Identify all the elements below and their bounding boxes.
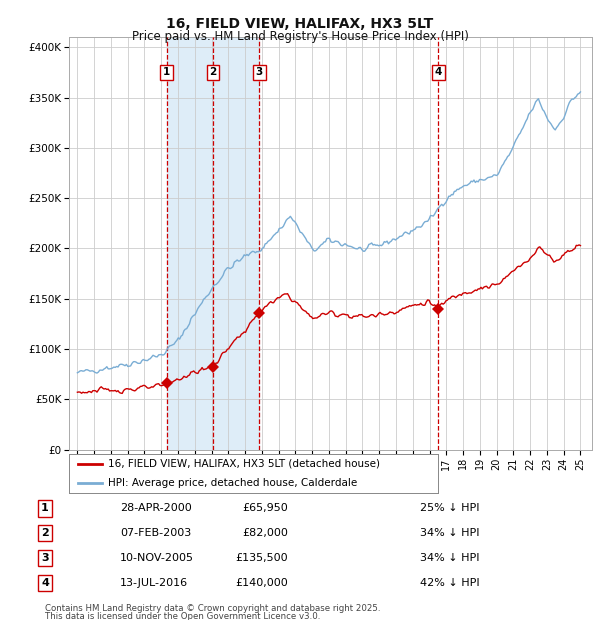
Text: £82,000: £82,000: [242, 528, 288, 538]
Text: Contains HM Land Registry data © Crown copyright and database right 2025.: Contains HM Land Registry data © Crown c…: [45, 604, 380, 613]
Text: 3: 3: [256, 68, 263, 78]
Text: 4: 4: [41, 578, 49, 588]
Text: 2: 2: [41, 528, 49, 538]
Text: This data is licensed under the Open Government Licence v3.0.: This data is licensed under the Open Gov…: [45, 612, 320, 620]
Bar: [167, 37, 213, 450]
Bar: [213, 37, 259, 450]
Text: Price paid vs. HM Land Registry's House Price Index (HPI): Price paid vs. HM Land Registry's House …: [131, 30, 469, 43]
Text: 13-JUL-2016: 13-JUL-2016: [120, 578, 188, 588]
Text: 42% ↓ HPI: 42% ↓ HPI: [420, 578, 479, 588]
Text: 4: 4: [435, 68, 442, 78]
Text: 3: 3: [41, 553, 49, 563]
Text: £135,500: £135,500: [235, 553, 288, 563]
Text: 28-APR-2000: 28-APR-2000: [120, 503, 192, 513]
Text: 10-NOV-2005: 10-NOV-2005: [120, 553, 194, 563]
Text: 16, FIELD VIEW, HALIFAX, HX3 5LT: 16, FIELD VIEW, HALIFAX, HX3 5LT: [166, 17, 434, 32]
Text: 34% ↓ HPI: 34% ↓ HPI: [420, 553, 479, 563]
Text: HPI: Average price, detached house, Calderdale: HPI: Average price, detached house, Cald…: [108, 478, 357, 488]
Text: 25% ↓ HPI: 25% ↓ HPI: [420, 503, 479, 513]
Text: 07-FEB-2003: 07-FEB-2003: [120, 528, 191, 538]
Text: 16, FIELD VIEW, HALIFAX, HX3 5LT (detached house): 16, FIELD VIEW, HALIFAX, HX3 5LT (detach…: [108, 459, 380, 469]
Text: 1: 1: [163, 68, 170, 78]
Text: 2: 2: [209, 68, 217, 78]
Text: £65,950: £65,950: [242, 503, 288, 513]
Text: £140,000: £140,000: [235, 578, 288, 588]
Text: 1: 1: [41, 503, 49, 513]
Text: 34% ↓ HPI: 34% ↓ HPI: [420, 528, 479, 538]
